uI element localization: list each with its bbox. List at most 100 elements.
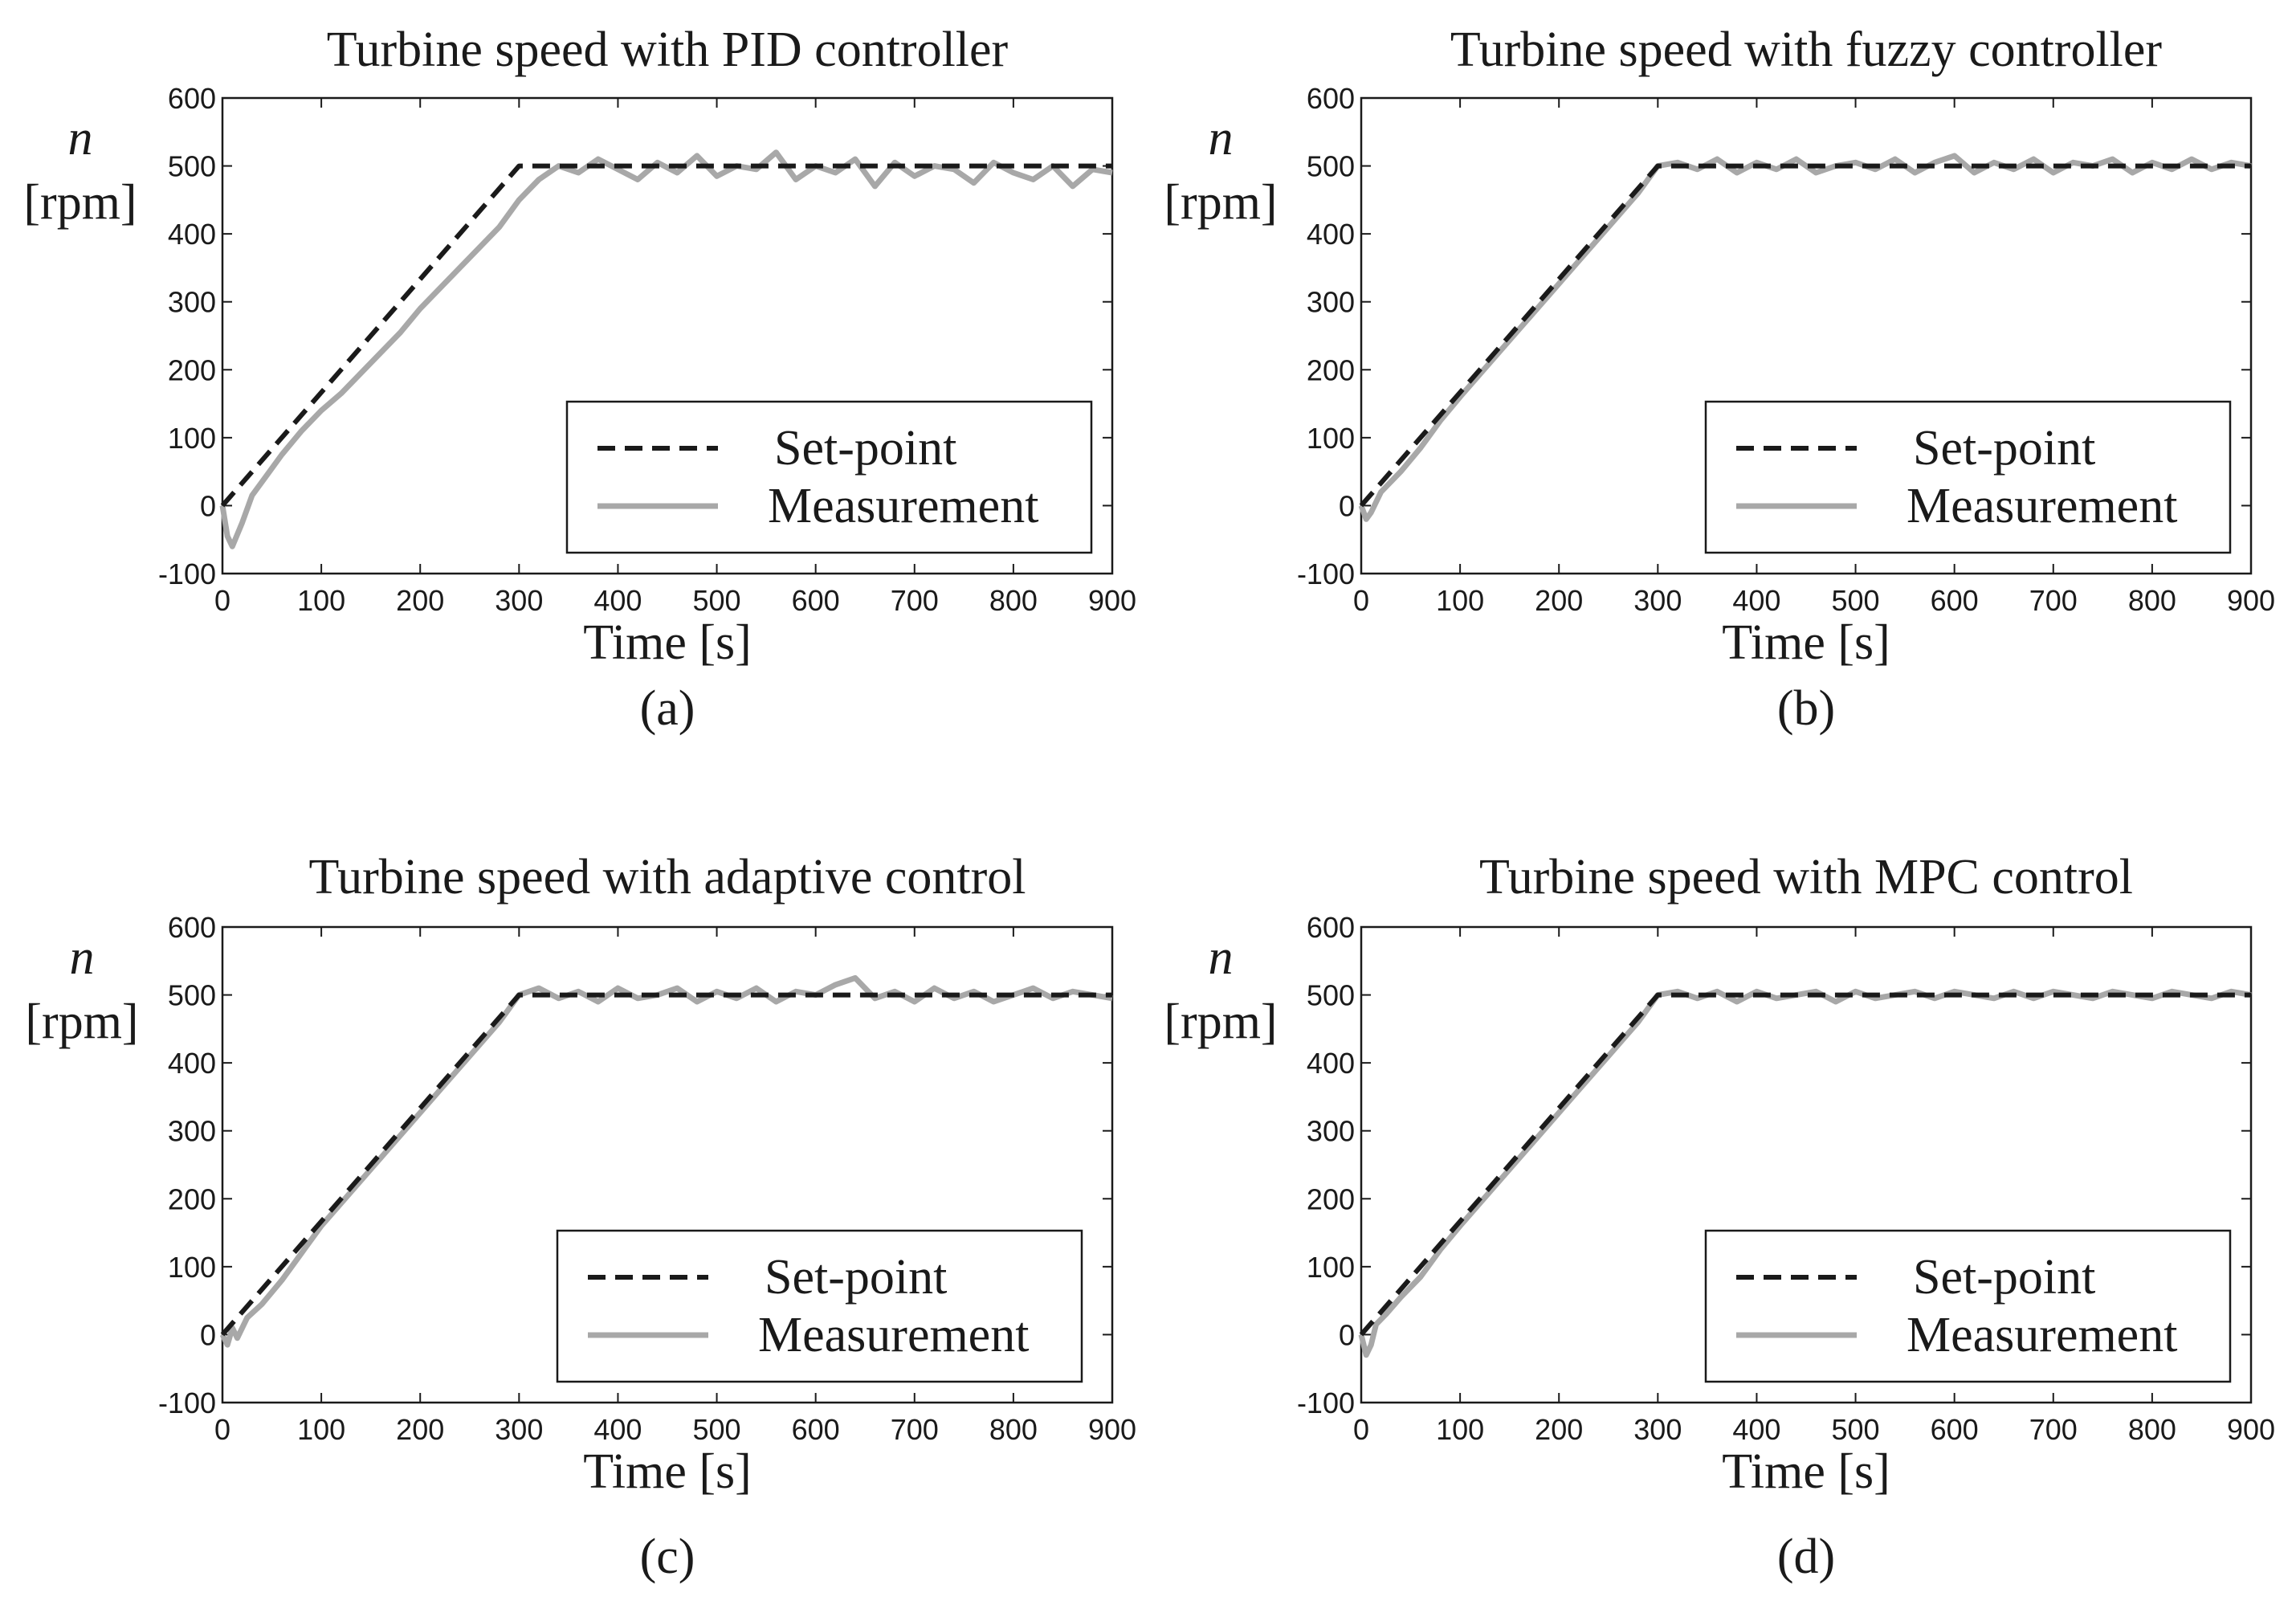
- x-tick-label: 800: [989, 584, 1038, 617]
- x-tick-label: 700: [2029, 584, 2078, 617]
- legend-box: [1704, 400, 2232, 554]
- legend-label: Set-point: [1913, 421, 2095, 476]
- series-line-set-point: [1359, 163, 2251, 508]
- y-tick-label: 400: [1307, 1047, 1355, 1080]
- chart-title: Turbine speed with PID controller: [327, 22, 1009, 77]
- x-tick-label: 200: [1535, 1413, 1583, 1446]
- x-tick-label: 0: [214, 584, 230, 617]
- y-tick-label: 0: [1339, 489, 1355, 522]
- x-axis-label: Time [s]: [1722, 1444, 1890, 1499]
- chart-title: Turbine speed with fuzzy controller: [1450, 22, 2163, 77]
- panel-label: (d): [1777, 1529, 1835, 1584]
- y-tick-label: 400: [168, 1047, 216, 1080]
- x-tick-label: 600: [1931, 584, 1979, 617]
- y-tick-label: 300: [1307, 286, 1355, 319]
- x-tick-label: 400: [1732, 1413, 1780, 1446]
- y-axis-symbol: n: [68, 111, 93, 165]
- x-tick-label: 100: [297, 1413, 345, 1446]
- y-tick-label: 0: [200, 489, 216, 522]
- legend-label: Set-point: [765, 1250, 947, 1305]
- y-tick-label: 200: [1307, 1182, 1355, 1215]
- x-tick-label: 800: [2128, 584, 2176, 617]
- x-tick-label: 100: [1436, 584, 1484, 617]
- x-tick-label: 500: [1832, 1413, 1880, 1446]
- y-tick-label: -100: [1297, 557, 1355, 590]
- series-line-set-point: [1359, 992, 2251, 1337]
- series-line-set-point: [220, 163, 1112, 508]
- y-tick-label: 600: [168, 911, 216, 944]
- y-tick-label: 100: [1307, 422, 1355, 455]
- legend-label: Measurement: [1907, 479, 2177, 533]
- panel-label: (a): [640, 681, 695, 736]
- x-tick-label: 300: [1633, 584, 1682, 617]
- y-tick-label: 500: [168, 150, 216, 183]
- x-tick-label: 100: [1436, 1413, 1484, 1446]
- x-tick-label: 700: [2029, 1413, 2078, 1446]
- y-tick-label: 300: [168, 1115, 216, 1148]
- y-tick-label: -100: [158, 557, 216, 590]
- x-tick-label: 600: [1931, 1413, 1979, 1446]
- series-line-measurement: [219, 149, 1113, 549]
- y-tick-label: 500: [1307, 150, 1355, 183]
- y-tick-label: 100: [168, 422, 216, 455]
- chart-title: Turbine speed with adaptive control: [308, 850, 1026, 905]
- x-tick-label: 600: [792, 1413, 840, 1446]
- x-tick-label: 0: [1353, 584, 1369, 617]
- y-tick-label: 100: [168, 1251, 216, 1284]
- x-tick-label: 100: [297, 584, 345, 617]
- legend-label: Measurement: [758, 1308, 1029, 1362]
- y-tick-label: 600: [1307, 82, 1355, 115]
- y-tick-label: -100: [158, 1387, 216, 1419]
- panel-label: (c): [640, 1529, 695, 1584]
- x-axis-label: Time [s]: [583, 1444, 752, 1499]
- x-tick-label: 400: [593, 584, 642, 617]
- y-tick-label: 500: [1307, 979, 1355, 1012]
- y-axis-symbol: n: [1209, 930, 1234, 985]
- x-axis-label: Time [s]: [1722, 615, 1890, 670]
- y-tick-label: 600: [1307, 911, 1355, 944]
- x-tick-label: 0: [1353, 1413, 1369, 1446]
- chart-panel-d: Turbine speed with MPC control 0 100 200 300…: [1164, 850, 2275, 1584]
- y-axis-symbol: n: [1209, 111, 1234, 165]
- x-tick-label: 900: [1088, 584, 1136, 617]
- x-tick-label: 900: [1088, 1413, 1136, 1446]
- x-tick-label: 900: [2227, 584, 2275, 617]
- x-tick-label: 0: [214, 1413, 230, 1446]
- series-line-measurement: [219, 974, 1113, 1348]
- x-tick-label: 500: [1832, 584, 1880, 617]
- y-tick-label: 600: [168, 82, 216, 115]
- x-tick-label: 400: [593, 1413, 642, 1446]
- legend-label: Set-point: [1913, 1250, 2095, 1305]
- series-line-measurement: [1358, 153, 2252, 522]
- legend-box: [556, 1229, 1083, 1383]
- y-axis-symbol: n: [70, 930, 95, 985]
- panel-label: (b): [1777, 681, 1835, 736]
- y-tick-label: 200: [168, 353, 216, 386]
- y-tick-label: 300: [168, 286, 216, 319]
- x-tick-label: 300: [1633, 1413, 1682, 1446]
- y-axis-unit: [rpm]: [25, 994, 138, 1049]
- chart-panel-b: Turbine speed with fuzzy controller 0 100 2…: [1164, 22, 2275, 736]
- series-line-measurement: [1358, 988, 2252, 1358]
- x-tick-label: 700: [891, 584, 939, 617]
- y-tick-label: 0: [1339, 1318, 1355, 1351]
- x-tick-label: 300: [495, 584, 543, 617]
- legend-label: Set-point: [774, 421, 956, 476]
- y-axis-unit: [rpm]: [23, 175, 137, 230]
- x-tick-label: 200: [1535, 584, 1583, 617]
- x-tick-label: 200: [396, 1413, 444, 1446]
- x-tick-label: 800: [2128, 1413, 2176, 1446]
- series-line-set-point: [220, 992, 1112, 1337]
- legend-box: [1704, 1229, 2232, 1383]
- x-tick-label: 900: [2227, 1413, 2275, 1446]
- y-tick-label: 300: [1307, 1115, 1355, 1148]
- y-tick-label: 200: [168, 1182, 216, 1215]
- x-tick-label: 700: [891, 1413, 939, 1446]
- y-tick-label: 100: [1307, 1251, 1355, 1284]
- x-tick-label: 500: [693, 584, 741, 617]
